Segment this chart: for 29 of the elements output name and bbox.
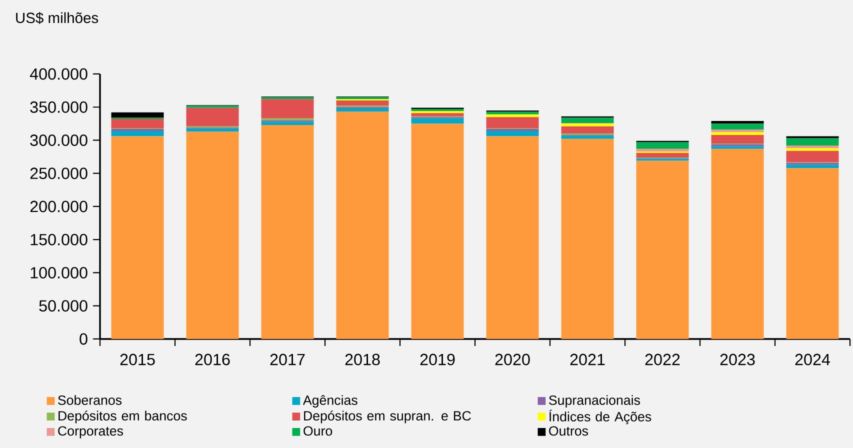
y-tick-label: 400.000	[30, 68, 88, 80]
x-tick-label: 2018	[345, 354, 380, 366]
y-tick-label: 150.000	[30, 234, 88, 246]
y-tick-label: 200.000	[30, 200, 88, 212]
y-tick-label: 350.000	[30, 101, 88, 113]
legend-label: Ouro	[304, 426, 332, 436]
legend-label: Depósitos em supran. e BC	[304, 410, 471, 424]
legend-label: Depósitos em bancos	[58, 410, 187, 424]
x-tick-label: 2024	[795, 354, 830, 366]
legend-label: Outros	[549, 426, 588, 436]
y-tick-label: 50.000	[39, 300, 88, 312]
legend-label: Corporates	[58, 426, 124, 438]
y-axis-title: US$ milhões	[16, 12, 98, 24]
x-tick-label: 2015	[120, 354, 155, 366]
x-tick-label: 2017	[270, 354, 305, 366]
legend-label: Agências	[302, 395, 358, 408]
x-tick-label: 2022	[645, 354, 680, 366]
x-tick-label: 2020	[495, 354, 530, 366]
x-tick-label: 2016	[195, 354, 230, 366]
y-tick-label: 300.000	[30, 134, 88, 146]
y-tick-label: 0	[80, 333, 88, 345]
legend-label: Soberanos	[58, 395, 122, 405]
y-tick-label: 250.000	[30, 168, 88, 180]
x-tick-label: 2021	[570, 354, 605, 366]
x-tick-label: 2023	[720, 354, 755, 366]
y-tick-label: 100.000	[30, 267, 88, 278]
legend-label: Índices de Ações	[549, 410, 652, 424]
legend-label: Supranacionais	[549, 395, 640, 408]
x-tick-label: 2019	[420, 354, 455, 366]
